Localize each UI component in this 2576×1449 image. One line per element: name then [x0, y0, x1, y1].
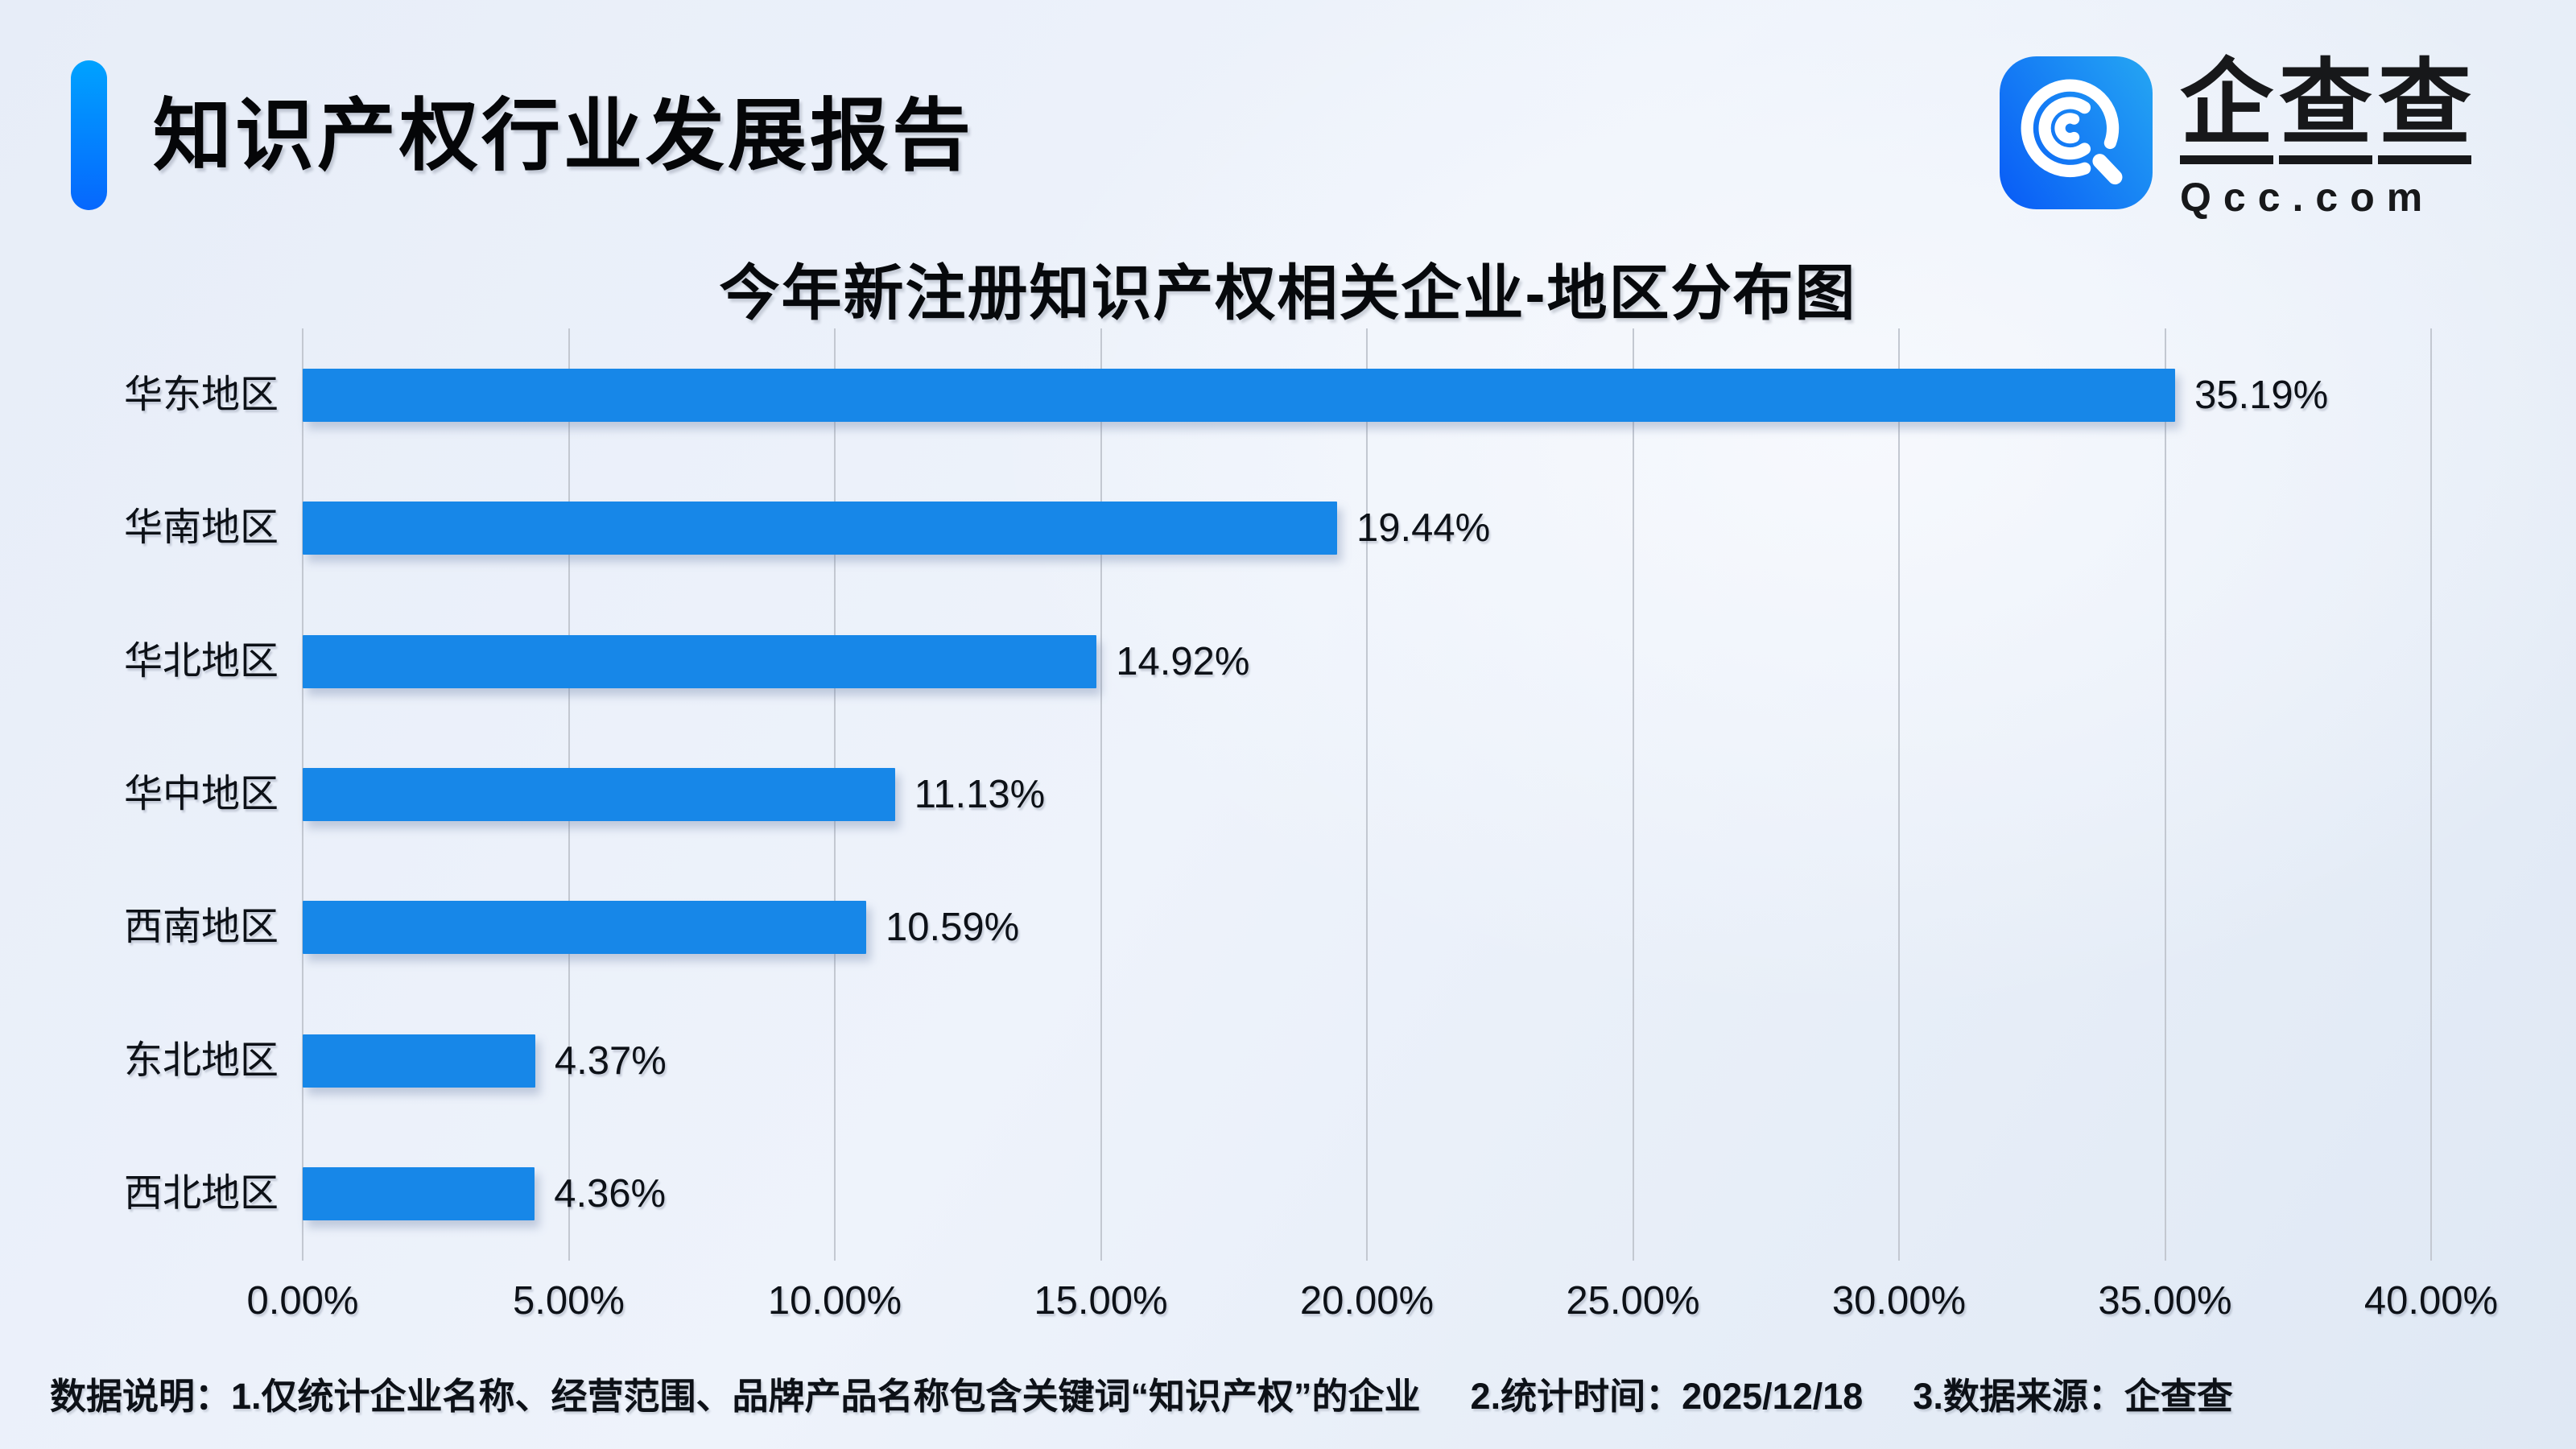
report-title: 知识产权行业发展报告 — [153, 91, 975, 180]
footer-note: 数据说明：1.仅统计企业名称、经营范围、品牌产品名称包含关键词“知识产权”的企业… — [50, 1367, 2529, 1419]
category-label: 华东地区 — [123, 373, 279, 416]
gridline — [2164, 328, 2166, 1261]
gridline — [1100, 328, 1102, 1261]
footer-part: 2.统计时间：2025/12/18 — [1470, 1376, 1864, 1417]
x-axis-tick-label: 25.00% — [1566, 1279, 1700, 1323]
title-accent-bar — [71, 60, 107, 210]
x-axis-tick-label: 0.00% — [246, 1279, 359, 1323]
gridline — [1632, 328, 1634, 1261]
bar — [303, 368, 2176, 422]
chart-title: 今年新注册知识产权相关企业-地区分布图 — [719, 259, 1857, 327]
logo-char: 查 — [2378, 56, 2471, 164]
category-label: 华北地区 — [123, 639, 279, 683]
category-label: 东北地区 — [123, 1038, 279, 1082]
gridline — [1366, 328, 1368, 1261]
qcc-magnifier-icon — [2000, 56, 2153, 209]
x-axis-tick-label: 5.00% — [513, 1279, 625, 1323]
bar-value-label: 4.37% — [554, 1038, 667, 1083]
bar-value-label: 10.59% — [885, 906, 1020, 950]
bar-value-label: 11.13% — [914, 773, 1046, 816]
category-label: 华中地区 — [123, 773, 279, 815]
bar — [303, 768, 895, 821]
gridline — [1898, 328, 1900, 1261]
x-axis-tick-label: 15.00% — [1034, 1279, 1168, 1323]
gridline — [2430, 328, 2432, 1261]
x-axis-tick-label: 40.00% — [2363, 1279, 2499, 1323]
category-label: 华南地区 — [123, 506, 279, 550]
qcc-logo: 企查查 Qcc.com — [2000, 56, 2471, 221]
logo-domain: Qcc.com — [2180, 175, 2435, 220]
bar-value-label: 35.19% — [2194, 373, 2329, 417]
footer-part: 数据说明：1.仅统计企业名称、经营范围、品牌产品名称包含关键词“知识产权”的企业 — [50, 1376, 1421, 1417]
x-axis-tick-label: 20.00% — [1299, 1279, 1435, 1323]
footer-part: 3.数据来源：企查查 — [1913, 1376, 2233, 1417]
logo-char: 企 — [2180, 56, 2273, 164]
bar — [303, 634, 1097, 688]
x-axis-tick-label: 35.00% — [2098, 1279, 2232, 1323]
bar-value-label: 14.92% — [1116, 639, 1250, 683]
bar-value-label: 4.36% — [554, 1172, 667, 1216]
bar — [303, 1167, 535, 1221]
logo-brand-cn: 企查查 — [2180, 56, 2471, 164]
logo-char: 查 — [2279, 56, 2372, 164]
bar-value-label: 19.44% — [1356, 506, 1491, 551]
bar — [303, 1034, 535, 1088]
category-label: 西北地区 — [123, 1172, 279, 1216]
logo-text: 企查查 Qcc.com — [2180, 56, 2471, 221]
x-axis-tick-label: 10.00% — [767, 1279, 902, 1323]
x-axis-tick-label: 30.00% — [1831, 1279, 1967, 1323]
bar — [303, 502, 1337, 555]
bar — [303, 901, 866, 955]
category-label: 西南地区 — [123, 906, 279, 949]
